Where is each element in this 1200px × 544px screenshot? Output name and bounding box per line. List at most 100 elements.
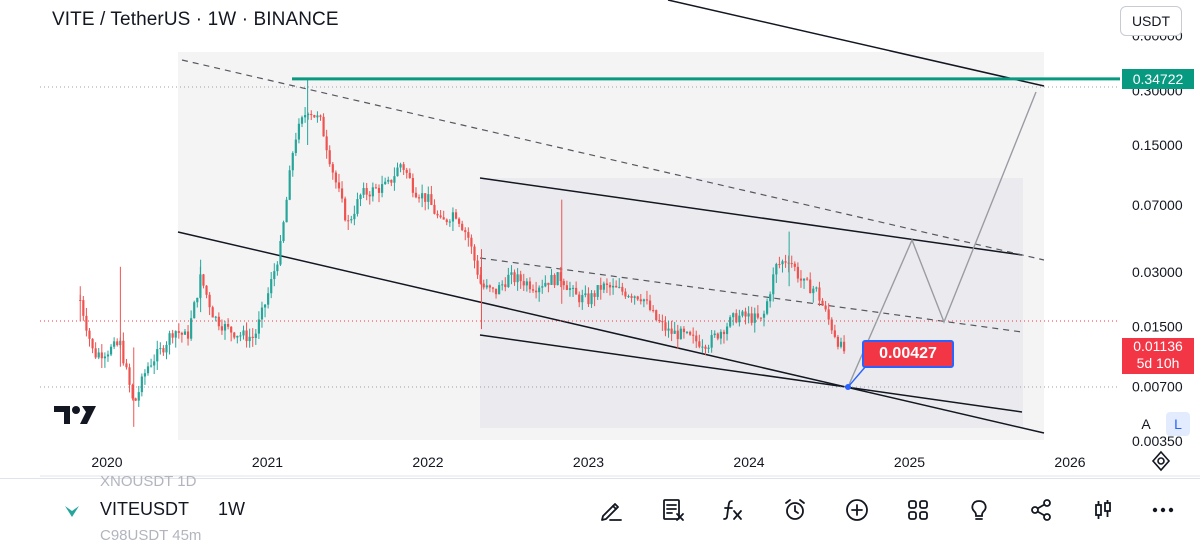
candle-body-78 [319,115,322,117]
candle-body-104 [399,164,402,168]
candle-body-92 [362,188,365,195]
draw-pen-icon[interactable] [596,495,626,525]
candle-body-228 [781,261,784,265]
candle-body-106 [405,169,408,173]
candle-body-56 [251,336,254,338]
candle-body-26 [159,348,162,350]
candle-body-183 [642,299,645,302]
candle-body-98 [380,184,384,193]
y-tick-label-4: 0.03000 [1132,264,1183,280]
candle-body-36 [190,318,193,339]
candle-body-135 [494,288,498,295]
candle-body-215 [741,311,744,316]
candle-body-88 [350,219,353,221]
candle-body-178 [627,296,630,298]
candle-body-102 [393,176,396,183]
candle-body-69 [291,152,294,171]
candle-body-130 [479,274,482,284]
candle-body-204 [707,347,710,349]
share-icon[interactable] [1026,495,1056,525]
candle-body-47 [223,323,227,331]
candle-body-216 [744,311,747,317]
candle-body-86 [344,198,347,221]
x-axis: 2020 2021 2022 2023 2024 2025 2026 [40,454,1200,477]
candle-body-217 [747,313,750,317]
candle-body-75 [310,113,313,116]
log-scale-button[interactable]: L [1166,412,1190,436]
candle-body-24 [153,361,156,366]
candle-body-6 [97,352,100,358]
candle-body-156 [559,272,562,282]
target-point [845,384,851,390]
alarm-clock-icon[interactable] [780,495,810,525]
indicators-fx-icon[interactable] [718,495,748,525]
candle-body-150 [541,286,544,288]
candle-body-208 [719,331,722,339]
notes-icon[interactable] [658,495,688,525]
candle-body-117 [439,215,442,218]
candle-body-31 [174,331,177,338]
candle-body-206 [713,333,716,336]
bottom-toolbar: XNOUSDT 1D VITEUSDT 1W C98USDT 45m [0,473,1200,544]
vite-logo-icon [64,503,80,519]
x-tick-label-5: 2025 [894,454,925,470]
x-tick-label-2: 2022 [412,454,443,470]
target-price-callout[interactable]: 0.00427 [862,340,954,368]
candle-body-120 [448,221,451,223]
candle-body-134 [491,287,495,289]
y-tick-label-5: 0.01500 [1132,319,1183,335]
candle-body-248 [842,341,846,352]
candle-body-55 [248,336,251,342]
candle-body-149 [538,287,541,293]
candle-body-246 [836,336,840,347]
inner-channel-mid-dashed [479,257,1023,333]
candle-body-212 [732,313,735,318]
candle-body-166 [590,293,593,305]
candle-body-148 [534,290,538,293]
candle-body-247 [839,341,843,347]
candle-body-58 [257,319,260,334]
candle-body-189 [661,321,664,323]
candle-body-107 [408,172,411,178]
candle-body-18 [134,398,137,401]
candle-body-136 [498,285,501,295]
candle-body-223 [765,301,769,314]
candle-body-79 [322,116,325,137]
candle-body-165 [587,293,590,305]
ideas-lightbulb-icon[interactable] [964,495,994,525]
candle-body-60 [263,304,267,308]
candle-body-15 [125,363,128,368]
candle-body-80 [325,136,328,151]
candle-body-19 [137,392,140,401]
candle-body-193 [673,330,676,334]
inner-channel-upper-line [479,177,1023,256]
candle-body-70 [294,139,297,153]
candle-body-103 [396,167,399,177]
x-tick-label-3: 2023 [573,454,604,470]
candle-body-21 [143,373,147,377]
currency-button[interactable]: USDT [1120,6,1182,36]
candles-chart-type-icon[interactable] [1088,495,1118,525]
x-tick-label-0: 2020 [91,454,122,470]
more-menu-icon[interactable] [1148,495,1178,525]
channel-zones [178,52,1044,440]
layouts-grid-icon[interactable] [903,495,933,525]
candle-body-71 [297,123,301,140]
candle-body-23 [149,365,153,367]
settings-icon[interactable] [1150,450,1172,472]
candle-body-236 [806,278,809,280]
candle-body-111 [421,193,424,199]
candle-body-20 [140,376,143,393]
candle-body-220 [756,313,759,318]
countdown-value: 5d 10h [1136,355,1180,372]
auto-scale-button[interactable]: A [1134,412,1158,436]
candle-body-128 [473,246,476,261]
candles [79,78,846,427]
candle-body-42 [208,294,211,308]
add-plus-icon[interactable] [842,495,872,525]
candle-body-213 [735,313,738,323]
timeframe-label[interactable]: 1W [218,499,245,519]
symbol-label[interactable]: VITEUSDT [100,499,190,519]
candle-body-131 [482,283,485,288]
